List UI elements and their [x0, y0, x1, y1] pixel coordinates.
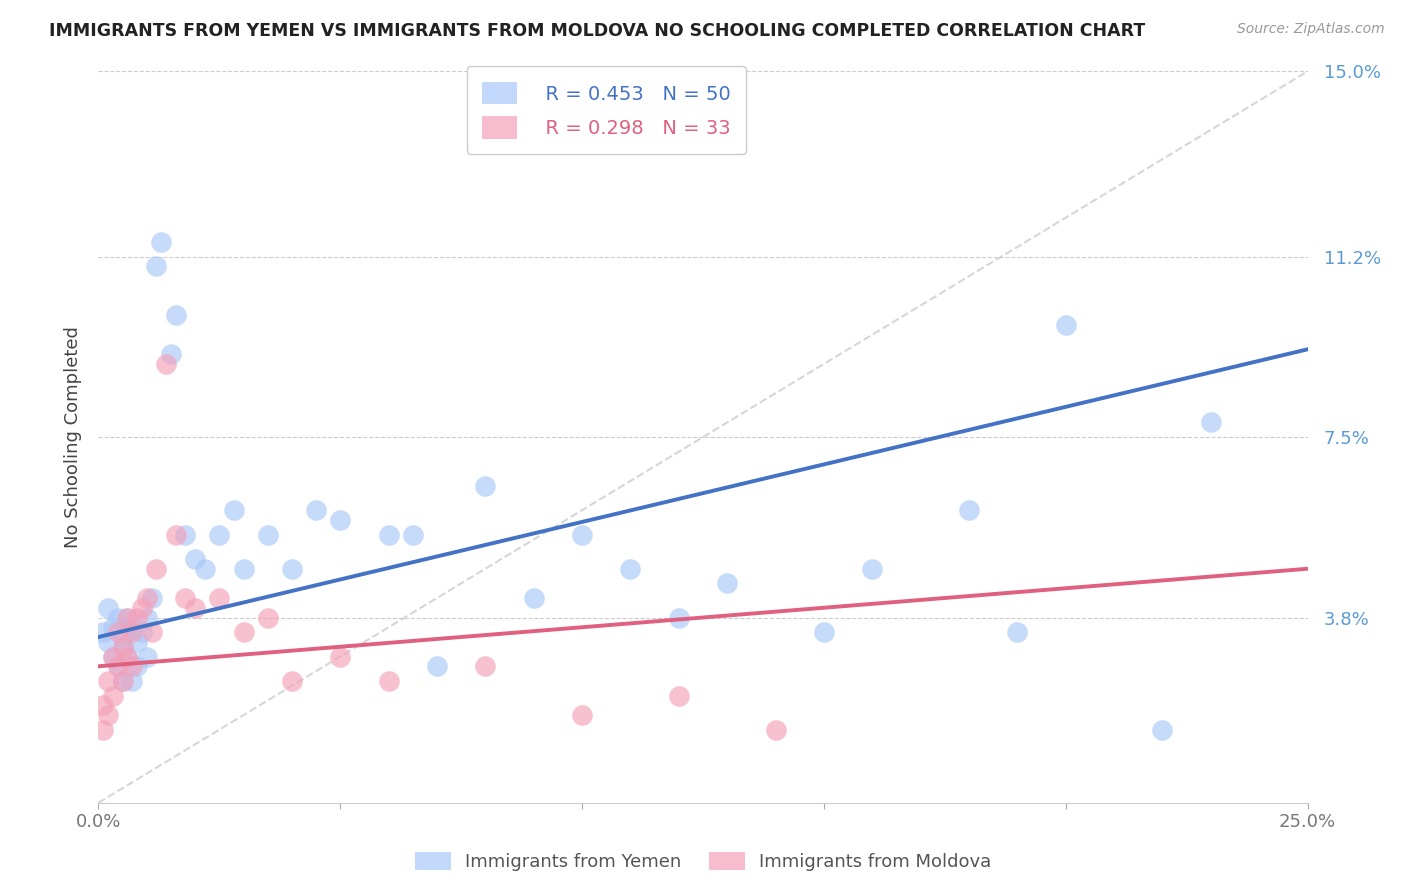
Point	[165, 527, 187, 541]
Point	[141, 591, 163, 605]
Text: Source: ZipAtlas.com: Source: ZipAtlas.com	[1237, 22, 1385, 37]
Y-axis label: No Schooling Completed: No Schooling Completed	[63, 326, 82, 548]
Point	[281, 673, 304, 688]
Point	[121, 620, 143, 634]
Point	[256, 610, 278, 624]
Point	[160, 347, 183, 361]
Point	[523, 591, 546, 605]
Point	[668, 610, 690, 624]
Point	[329, 649, 352, 664]
Point	[716, 576, 738, 591]
Point	[402, 527, 425, 541]
Point	[117, 610, 139, 624]
Point	[377, 527, 399, 541]
Point	[107, 610, 129, 624]
Point	[232, 625, 254, 640]
Point	[141, 625, 163, 640]
Point	[184, 552, 207, 566]
Point	[426, 659, 449, 673]
Point	[111, 673, 134, 688]
Point	[121, 625, 143, 640]
Point	[121, 659, 143, 673]
Point	[222, 503, 245, 517]
Point	[281, 562, 304, 576]
Point	[474, 659, 496, 673]
Point	[127, 610, 149, 624]
Point	[101, 620, 124, 634]
Point	[174, 591, 197, 605]
Point	[135, 649, 157, 664]
Point	[97, 673, 120, 688]
Point	[117, 649, 139, 664]
Point	[619, 562, 641, 576]
Point	[571, 708, 593, 723]
Point	[860, 562, 883, 576]
Point	[91, 723, 114, 737]
Point	[97, 635, 120, 649]
Point	[91, 625, 114, 640]
Point	[208, 591, 231, 605]
Point	[91, 698, 114, 713]
Point	[101, 689, 124, 703]
Point	[165, 308, 187, 322]
Point	[117, 649, 139, 664]
Point	[97, 708, 120, 723]
Legend:   R = 0.453   N = 50,   R = 0.298   N = 33: R = 0.453 N = 50, R = 0.298 N = 33	[467, 66, 747, 154]
Point	[377, 673, 399, 688]
Point	[174, 527, 197, 541]
Point	[1152, 723, 1174, 737]
Point	[145, 562, 167, 576]
Point	[131, 600, 153, 615]
Point	[111, 640, 134, 654]
Point	[1054, 318, 1077, 332]
Point	[135, 591, 157, 605]
Point	[111, 640, 134, 654]
Point	[127, 659, 149, 673]
Point	[155, 357, 177, 371]
Point	[813, 625, 835, 640]
Point	[184, 600, 207, 615]
Point	[1007, 625, 1029, 640]
Point	[107, 659, 129, 673]
Point	[668, 689, 690, 703]
Point	[474, 479, 496, 493]
Point	[135, 610, 157, 624]
Point	[107, 625, 129, 640]
Point	[107, 659, 129, 673]
Point	[127, 635, 149, 649]
Point	[1199, 416, 1222, 430]
Point	[305, 503, 328, 517]
Point	[131, 625, 153, 640]
Point	[111, 673, 134, 688]
Point	[208, 527, 231, 541]
Point	[957, 503, 980, 517]
Point	[232, 562, 254, 576]
Point	[150, 235, 173, 249]
Point	[117, 610, 139, 624]
Point	[256, 527, 278, 541]
Point	[145, 260, 167, 274]
Point	[571, 527, 593, 541]
Point	[101, 649, 124, 664]
Point	[329, 513, 352, 527]
Point	[765, 723, 787, 737]
Point	[111, 630, 134, 644]
Point	[101, 649, 124, 664]
Text: IMMIGRANTS FROM YEMEN VS IMMIGRANTS FROM MOLDOVA NO SCHOOLING COMPLETED CORRELAT: IMMIGRANTS FROM YEMEN VS IMMIGRANTS FROM…	[49, 22, 1146, 40]
Legend: Immigrants from Yemen, Immigrants from Moldova: Immigrants from Yemen, Immigrants from M…	[408, 845, 998, 879]
Point	[194, 562, 217, 576]
Point	[97, 600, 120, 615]
Point	[121, 673, 143, 688]
